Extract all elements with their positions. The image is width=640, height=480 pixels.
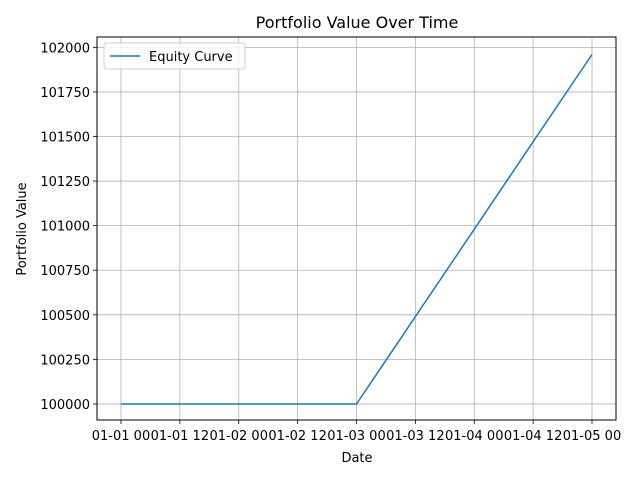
x-axis-label: Date [341, 451, 372, 466]
y-tick-label: 101500 [40, 130, 90, 145]
x-tick-label: 01-02 12 [268, 429, 326, 444]
x-axis: 01-01 00 01-01 12 01-02 00 01-02 12 01-03 00… [92, 420, 621, 444]
y-tick-label: 100500 [40, 309, 90, 324]
grid-lines [97, 37, 616, 420]
x-tick-label: 01-03 12 [386, 429, 444, 444]
chart-title: Portfolio Value Over Time [256, 13, 459, 32]
legend: Equity Curve [103, 42, 246, 70]
x-tick-label: 01-01 00 [92, 429, 150, 444]
x-tick-label: 01-04 00 [445, 429, 503, 444]
legend-box [103, 42, 246, 70]
y-tick-label: 101250 [40, 175, 90, 190]
y-axis: 100000 100250 100500 100750 101000 101250 1015… [40, 41, 97, 413]
series-layer [121, 54, 593, 405]
x-tick-label: 01-01 12 [151, 429, 209, 444]
y-axis-label: Portfolio Value [15, 182, 30, 275]
y-tick-label: 102000 [40, 41, 90, 56]
x-tick-label: 01-04 12 [504, 429, 562, 444]
x-tick-label: 01-02 00 [210, 429, 268, 444]
legend-label: Equity Curve [149, 50, 233, 65]
y-tick-label: 100000 [40, 398, 90, 413]
y-tick-label: 101750 [40, 86, 90, 101]
y-tick-label: 101000 [40, 220, 90, 235]
series-line-equity-curve [121, 54, 593, 405]
y-tick-label: 100250 [40, 353, 90, 368]
y-tick-label: 100750 [40, 264, 90, 279]
x-tick-label: 01-05 00 [563, 429, 621, 444]
x-tick-label: 01-03 00 [327, 429, 385, 444]
